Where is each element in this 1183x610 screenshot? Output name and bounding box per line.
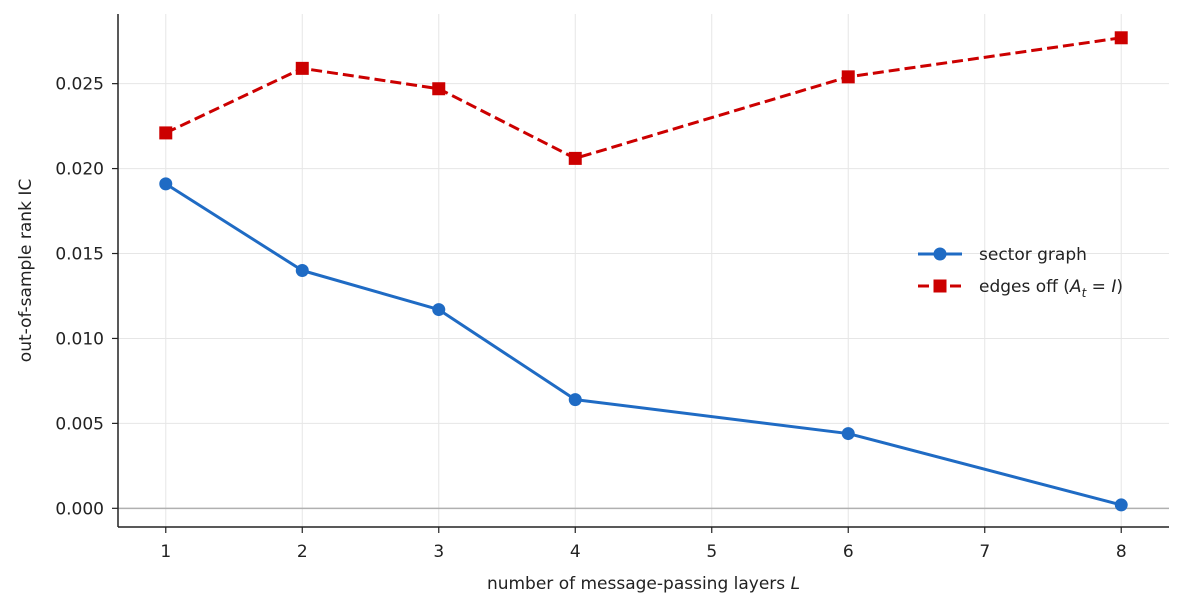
data-point-square [432,82,446,96]
y-tick-label: 0.020 [55,160,104,180]
y-tick-label: 0.005 [55,414,104,434]
series-1 [159,31,1128,165]
x-tick-label: 4 [570,542,581,562]
y-tick-label: 0.025 [55,75,104,95]
legend-label-eq: = [1086,277,1111,297]
grid [118,14,1169,527]
legend: sector graph edges off (At = I) [918,245,1123,300]
y-tick-label: 0.015 [55,245,104,265]
data-point-square [159,126,173,140]
y-tick-label: 0.000 [55,499,104,519]
legend-label-suffix: ) [1116,277,1123,297]
x-tick-label: 8 [1116,542,1127,562]
x-axis-label-text: number of message-passing layers [487,574,791,594]
data-point-circle [841,427,855,441]
x-tick-label: 6 [843,542,854,562]
x-axis-label: number of message-passing layers L [487,574,800,594]
x-tick-label: 5 [706,542,717,562]
series-0 [159,177,1128,512]
data-point-circle [1114,498,1128,512]
y-axis-ticks: 0.000 0.005 0.010 0.015 0.020 0.025 [55,75,118,519]
data-point-square [1114,31,1128,45]
data-point-circle [568,393,582,407]
series-line [164,182,1122,507]
x-axis-ticks: 1 2 3 4 5 6 7 8 [160,527,1127,562]
data-point-square [841,70,855,84]
legend-label-var: A [1069,277,1082,297]
legend-label-rhs: I [1111,277,1116,297]
x-tick-label: 2 [297,542,308,562]
legend-marker-square [933,279,947,293]
x-tick-label: 7 [979,542,990,562]
data-point-circle [159,177,173,191]
legend-label-sector-graph: sector graph [979,245,1087,265]
y-axis-label: out-of-sample rank IC [16,179,36,362]
data-point-square [568,151,582,165]
data-point-circle [432,303,446,317]
series-line [165,36,1122,160]
legend-label-prefix: edges off ( [979,277,1070,297]
legend-label-subscript: t [1082,286,1088,300]
axes [117,14,1169,528]
legend-marker-circle [933,247,947,261]
series [159,31,1128,512]
data-point-circle [295,264,309,277]
x-tick-label: 3 [433,542,444,562]
x-tick-label: 1 [160,542,171,562]
data-point-square [295,61,309,75]
legend-entry-edges-off: edges off (At = I) [918,277,1123,300]
legend-entry-sector-graph: sector graph [918,245,1087,265]
y-tick-label: 0.010 [55,329,104,349]
x-axis-label-variable: L [791,574,800,594]
legend-label-edges-off: edges off (At = I) [979,277,1123,300]
